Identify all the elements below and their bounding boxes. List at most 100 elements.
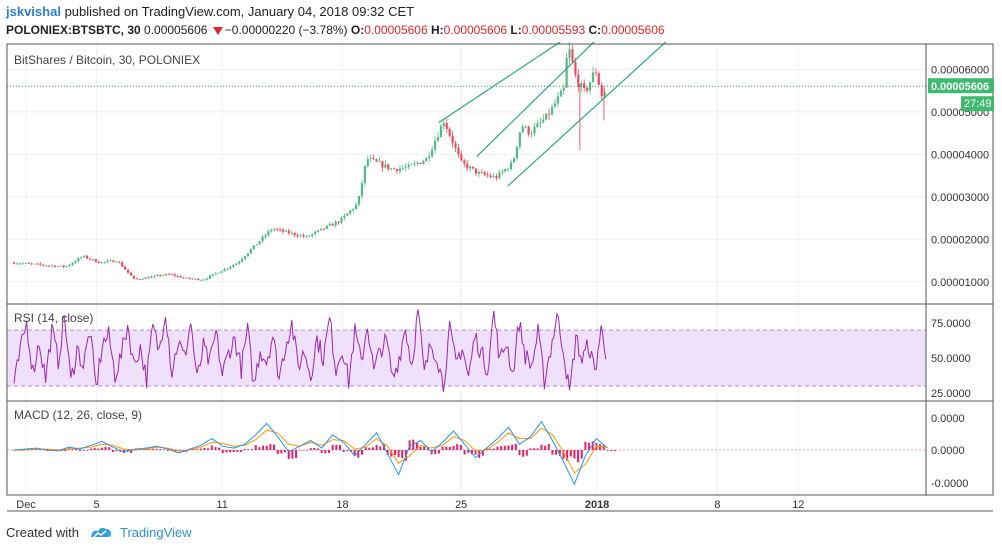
candle [477, 169, 481, 178]
candle-body [71, 263, 74, 265]
candle-body [261, 236, 264, 242]
countdown-label: 27:49 [964, 98, 992, 110]
candle [448, 126, 451, 138]
symbol-label: POLONIEX:BTSBTC, 30 [6, 23, 141, 37]
candle-body [124, 266, 127, 270]
macd-histogram-bar [152, 448, 155, 450]
candle-body [483, 172, 486, 175]
candle [97, 260, 100, 264]
candle-body [144, 277, 147, 280]
candle-body [42, 264, 45, 266]
macd-axis-tick-label: 0.0000 [931, 445, 965, 457]
macd-histogram-bar [452, 445, 455, 450]
macd-histogram-bar [174, 450, 177, 452]
macd-histogram-bar [251, 448, 254, 450]
candle [594, 68, 597, 77]
macd-histogram-bar [437, 450, 440, 454]
candle [436, 131, 440, 143]
macd-histogram-bar [459, 444, 462, 450]
candle-body [36, 263, 39, 265]
candle-body [518, 132, 521, 147]
macd-histogram-bar [317, 448, 320, 450]
candle-body [393, 168, 396, 170]
trading-chart[interactable]: 0.000060000.000050000.000040000.00003000… [0, 42, 1002, 520]
candle [273, 227, 276, 232]
macd-histogram-bar [258, 447, 261, 450]
candle [243, 255, 247, 261]
macd-histogram-bar [115, 450, 118, 452]
macd-histogram-bar [214, 447, 217, 450]
candle-body [103, 261, 106, 263]
candle [65, 265, 68, 268]
candle-body [173, 274, 176, 276]
candle-body [419, 162, 422, 164]
macd-histogram-bar [331, 445, 334, 450]
author-link[interactable]: jskvishal [6, 4, 61, 19]
candle [518, 131, 521, 151]
macd-histogram-bar [320, 450, 323, 453]
macd-histogram-bar [339, 445, 342, 450]
candle-body [278, 229, 282, 231]
macd-histogram-bar [360, 450, 363, 455]
candle [562, 84, 565, 95]
time-axis-tick-label: 2018 [585, 499, 609, 511]
macd-histogram-bar [503, 445, 506, 450]
macd-histogram-bar [467, 450, 470, 453]
macd-histogram-bar [371, 447, 374, 450]
candle [413, 160, 416, 167]
candle [550, 103, 554, 117]
macd-histogram-bar [434, 450, 437, 455]
change-value: −0.00000220 (−3.78%) [224, 23, 348, 37]
candle [138, 278, 141, 280]
candle-body [302, 235, 305, 237]
candle-body [159, 275, 162, 277]
candle-body [530, 133, 533, 135]
candle [153, 274, 156, 278]
candle-body [296, 235, 299, 237]
candle [378, 157, 381, 163]
macd-histogram-bar [155, 449, 158, 450]
candle [223, 267, 226, 272]
candle [515, 146, 519, 161]
price-pane-title: BitShares / Bitcoin, 30, POLONIEX [14, 53, 200, 67]
macd-histogram-bar [335, 444, 338, 450]
price-axis-tick-label: 0.00001000 [931, 277, 989, 289]
candle-body [264, 235, 267, 237]
candle [270, 228, 273, 233]
candle [451, 131, 454, 148]
candle [568, 42, 571, 65]
macd-histogram-bar [229, 450, 232, 453]
candle-body [542, 119, 545, 123]
candle [27, 261, 30, 264]
candle [454, 140, 457, 153]
candle-body [509, 162, 513, 169]
candle [150, 275, 153, 279]
ohlc-line: POLONIEX:BTSBTC, 30 0.00005606 −0.000002… [6, 23, 665, 37]
candle-body [255, 244, 258, 246]
candle [428, 152, 431, 163]
candle-body [194, 278, 197, 280]
candle-body [515, 146, 519, 159]
candle [445, 118, 448, 134]
macd-histogram-bar [273, 444, 276, 450]
macd-histogram-bar [533, 448, 536, 450]
macd-histogram-bar [492, 448, 495, 450]
macd-histogram-bar [547, 444, 550, 450]
candle-body [469, 166, 472, 169]
macd-histogram-bar [199, 448, 202, 450]
candle-body [425, 158, 428, 162]
candle-body [62, 265, 65, 268]
tradingview-brand-link[interactable]: TradingView [120, 525, 192, 540]
candle [267, 229, 270, 237]
candle [115, 260, 118, 263]
candle [246, 253, 250, 257]
macd-histogram-bar [144, 449, 147, 450]
candle-body [357, 196, 361, 205]
candle-body [270, 229, 273, 232]
candle-body [27, 262, 30, 264]
candle [235, 262, 238, 266]
candle-body [381, 161, 384, 168]
candle [495, 173, 498, 181]
candle-body [179, 276, 182, 278]
candle [521, 124, 524, 133]
